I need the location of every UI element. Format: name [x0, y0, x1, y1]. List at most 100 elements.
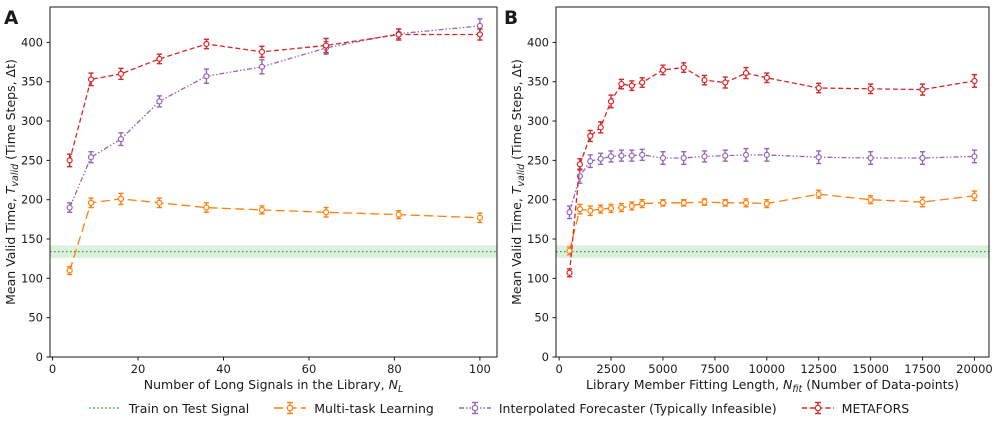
legend-item-train-on-test-signal: Train on Test Signal: [88, 400, 249, 416]
data-point-marker: [607, 98, 615, 105]
y-tick-label: 300: [21, 114, 43, 128]
data-point-marker: [607, 153, 615, 160]
y-tick-label: 200: [21, 193, 43, 207]
y-tick-label: 50: [28, 311, 43, 325]
x-tick-label: 0: [555, 362, 562, 376]
series-interpolated-forecaster-typically-infeasible: [566, 147, 978, 220]
plot-border: [555, 6, 990, 358]
legend-item-interpolated-forecaster: Interpolated Forecaster (Typically Infea…: [458, 400, 777, 416]
y-tick-label: 400: [21, 35, 43, 49]
data-point-marker: [919, 154, 926, 162]
y-tick-label: 350: [527, 75, 549, 89]
x-tick-label: 17500: [904, 362, 941, 376]
y-tick-label: 50: [534, 311, 549, 325]
data-point-marker: [395, 31, 402, 38]
data-point-marker: [701, 153, 708, 160]
panel-A: 0 20 40 60 80 100 0 50 100 150 200 250 300 350 400 Numb…: [3, 6, 498, 395]
series-line: [568, 66, 975, 273]
data-point-marker: [680, 154, 687, 162]
data-point-marker: [66, 157, 73, 164]
series-interpolated-forecaster-typically-infeasible: [66, 18, 484, 213]
panel-B: 0 2500 5000 7500 10000 12500 15000 17500 20000 0 5…: [504, 6, 993, 395]
data-point-marker: [659, 66, 667, 74]
data-point-marker: [867, 85, 874, 92]
data-point-marker: [395, 211, 402, 218]
panel-letter-B: B: [504, 8, 518, 29]
data-point-marker: [971, 192, 978, 199]
x-tick-label: 5000: [648, 362, 677, 376]
data-point-marker: [659, 154, 667, 162]
data-point-marker: [203, 73, 210, 80]
data-point-marker: [680, 199, 687, 206]
plot-border: [49, 6, 498, 358]
data-point-marker: [117, 195, 125, 203]
y-tick-label: 250: [21, 153, 43, 167]
data-point-marker: [476, 22, 484, 29]
data-point-marker: [763, 200, 770, 207]
y-tick-label: 250: [527, 153, 549, 167]
legend-sample-train-on-test-signal-icon: [88, 407, 121, 409]
data-point-marker: [680, 64, 687, 71]
data-point-marker: [156, 199, 163, 206]
series-line: [69, 25, 480, 208]
data-point-marker: [576, 161, 583, 168]
data-point-marker: [742, 199, 750, 206]
data-point-marker: [618, 80, 625, 88]
data-point-marker: [476, 214, 484, 221]
chart-canvas: 0 20 40 60 80 100 0 50 100 150 200 250 300 350 400 Numb…: [3, 6, 993, 395]
y-tick-label: 400: [527, 35, 549, 49]
data-point-marker: [919, 86, 926, 93]
series-line: [69, 33, 480, 161]
y-axis-label: Mean Valid Time, Tvalid (Time Steps, Δt): [3, 59, 21, 305]
data-point-marker: [971, 77, 978, 85]
data-point-marker: [322, 42, 330, 49]
data-point-marker: [618, 204, 625, 211]
data-point-marker: [258, 206, 266, 214]
data-point-marker: [815, 84, 822, 92]
data-point-marker: [258, 48, 266, 55]
x-tick-label: 15000: [852, 362, 889, 376]
x-tick-label: 100: [469, 362, 491, 376]
legend-sample-interpolated-forecaster-icon: [458, 401, 491, 415]
y-tick-label: 200: [527, 193, 549, 207]
legend-sample-metafors-icon: [801, 401, 834, 415]
data-point-marker: [203, 40, 210, 48]
data-point-marker: [867, 154, 874, 162]
y-axis-label: Mean Valid Time, Tvalid (Time Steps, Δt): [509, 59, 527, 305]
data-point-marker: [587, 132, 594, 140]
data-point-marker: [156, 55, 163, 63]
data-point-marker: [576, 206, 583, 213]
y-tick-label: 0: [542, 350, 549, 364]
x-tick-label: 10000: [748, 362, 785, 376]
data-point-marker: [566, 269, 573, 276]
legend-sample-multi-task-learning-icon: [274, 401, 307, 415]
x-tick-label: 7500: [700, 362, 729, 376]
y-tick-label: 100: [527, 271, 549, 285]
data-point-marker: [566, 209, 573, 216]
data-point-marker: [742, 151, 750, 158]
y-tick-label: 100: [21, 271, 43, 285]
y-tick-label: 350: [21, 75, 43, 89]
data-point-marker: [639, 151, 646, 158]
data-point-marker: [203, 204, 210, 211]
panel-letter-A: A: [4, 8, 19, 29]
x-tick-label: 0: [49, 362, 56, 376]
data-point-marker: [618, 152, 625, 159]
data-point-marker: [701, 77, 708, 84]
data-point-marker: [722, 79, 729, 86]
data-point-marker: [815, 154, 822, 161]
data-point-marker: [66, 267, 73, 274]
data-point-marker: [659, 199, 667, 206]
data-point-marker: [258, 63, 266, 70]
data-point-marker: [87, 76, 95, 83]
series-metafors: [566, 62, 978, 278]
legend-label-interpolated-forecaster: Interpolated Forecaster (Typically Infea…: [498, 400, 777, 416]
x-tick-label: 2500: [596, 362, 625, 376]
data-point-marker: [117, 70, 125, 77]
y-tick-label: 0: [36, 350, 43, 364]
data-point-marker: [66, 204, 73, 211]
y-tick-label: 300: [527, 114, 549, 128]
series-metafors: [66, 28, 484, 168]
data-point-marker: [476, 31, 484, 38]
